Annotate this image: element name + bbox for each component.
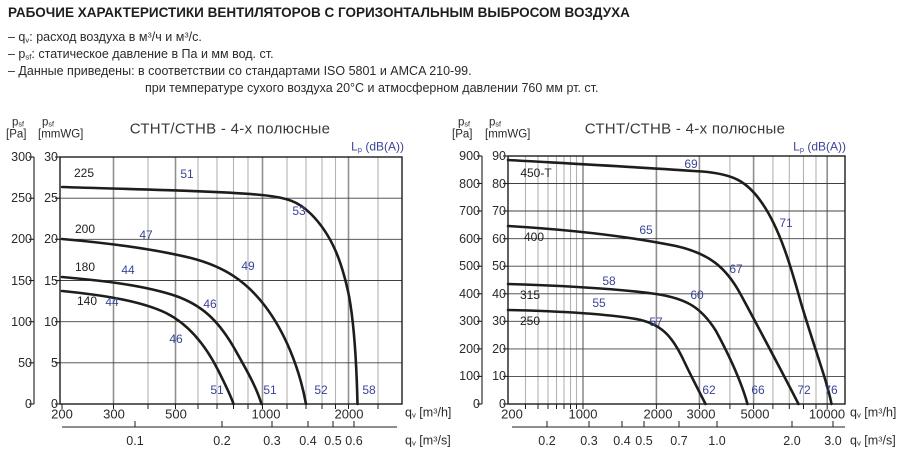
note-line: – Данные приведены: в соответствии со ст…: [8, 64, 472, 78]
fan-curve-450-T: [506, 158, 833, 406]
fan-curve-200: [60, 237, 308, 406]
note-line: при температуре сухого воздуха 20°С и ат…: [145, 81, 599, 95]
fan-curve-400: [506, 224, 800, 406]
plot-border: [507, 155, 846, 405]
fan-curve-180: [60, 275, 263, 406]
page-title: РАБОЧИЕ ХАРАКТЕРИСТИКИ ВЕНТИЛЯТОРОВ С ГО…: [8, 5, 630, 20]
fan-curve-140: [60, 289, 235, 406]
note-line: – qv: расход воздуха в м3/ч и м3/с.: [8, 30, 202, 45]
note-line: – psf: статическое давление в Па и мм во…: [8, 47, 274, 62]
fan-curve-315: [506, 282, 749, 406]
fan-curve-250: [506, 308, 707, 406]
fan-curve-225: [60, 185, 359, 406]
